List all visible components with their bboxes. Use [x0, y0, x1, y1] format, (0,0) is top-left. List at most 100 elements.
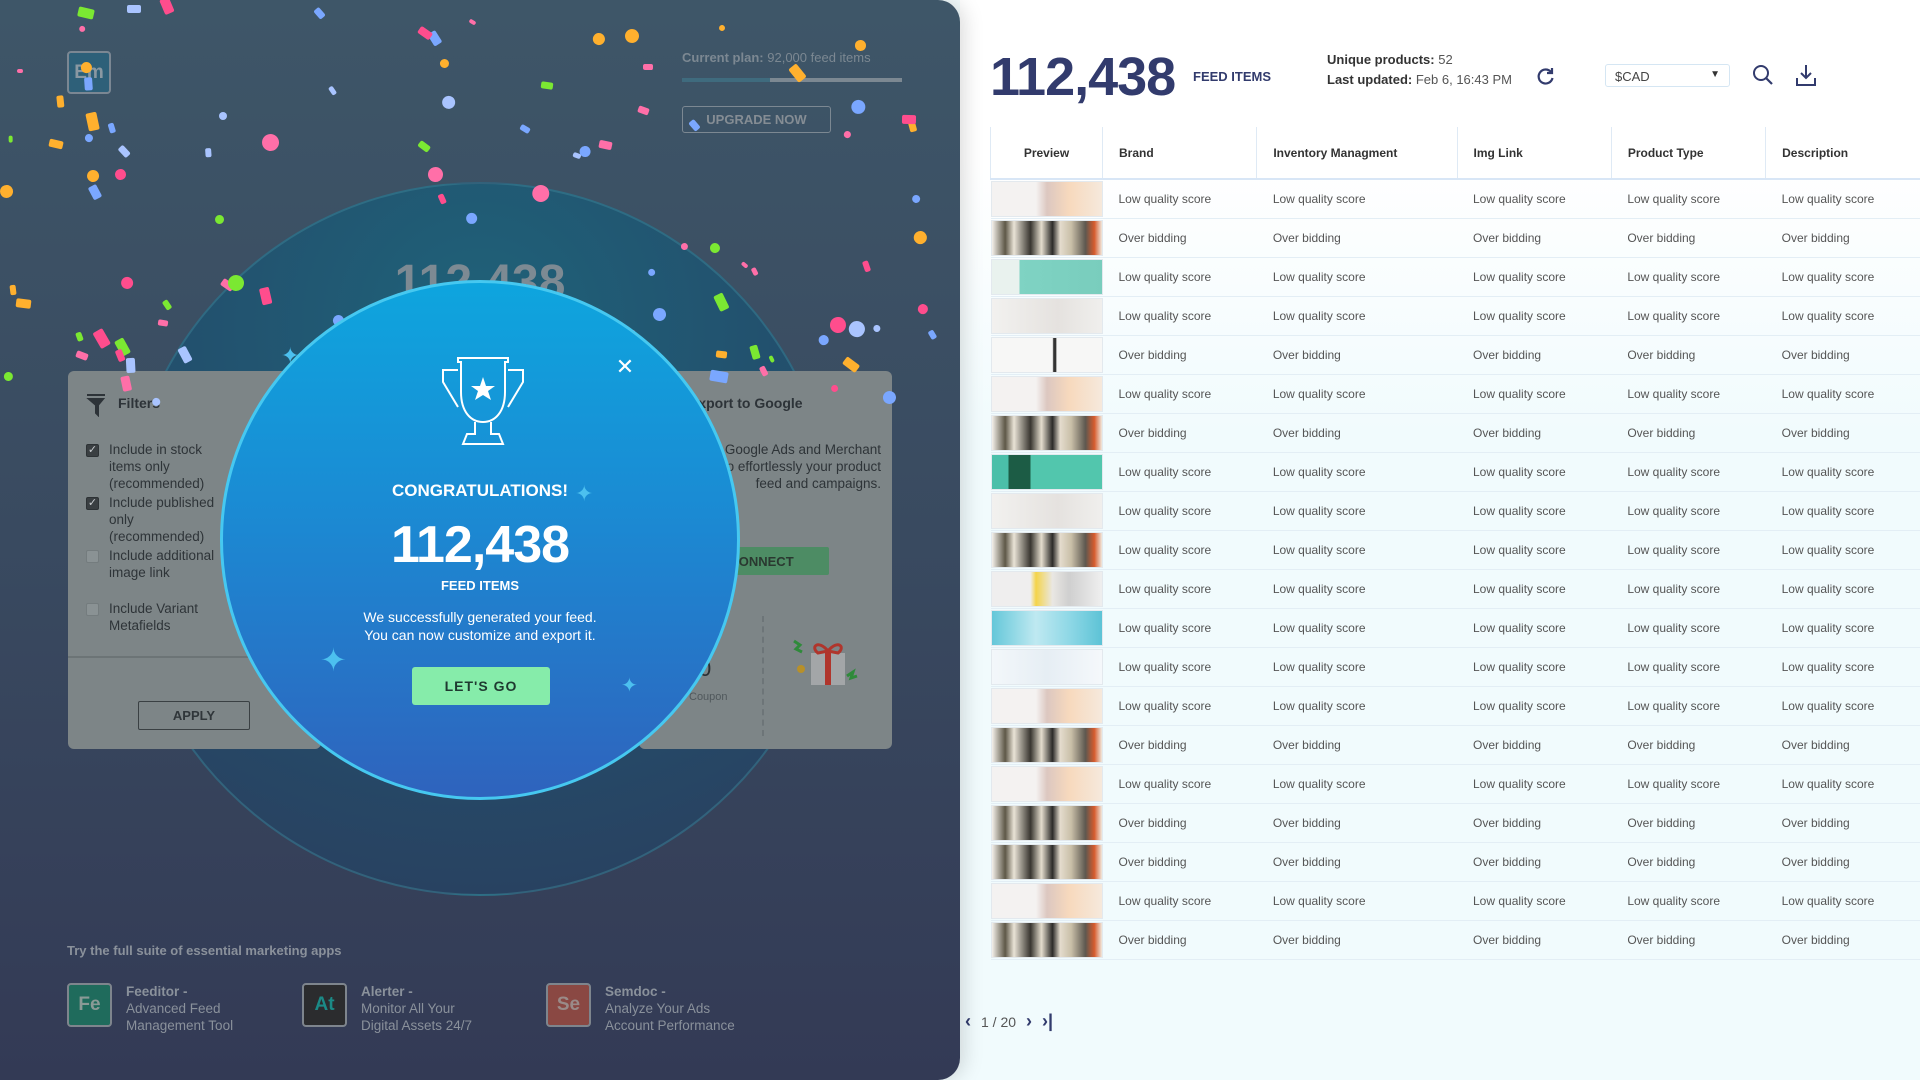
table-cell: Low quality score	[1256, 257, 1457, 297]
table-cell: Over bidding	[1256, 218, 1457, 258]
unique-products-value: 52	[1438, 52, 1453, 67]
preview-cell	[990, 218, 1103, 258]
table-cell: Low quality score	[1457, 374, 1612, 414]
column-header[interactable]: Inventory Managment	[1256, 127, 1457, 180]
prev-page-icon[interactable]: ‹	[965, 1011, 971, 1031]
table-row[interactable]: Over bidding Over bidding Over bidding Over…	[990, 920, 1920, 960]
product-thumbnail	[990, 922, 1103, 958]
table-row[interactable]: Low quality score Low quality score Low qu…	[990, 530, 1920, 570]
table-row[interactable]: Over bidding Over bidding Over bidding Over…	[990, 413, 1920, 453]
table-cell: Low quality score	[1102, 764, 1257, 804]
column-header[interactable]: Img Link	[1456, 127, 1612, 180]
table-row[interactable]: Over bidding Over bidding Over bidding Over…	[990, 842, 1920, 882]
product-thumbnail	[990, 883, 1103, 919]
table-row[interactable]: Low quality score Low quality score Low qu…	[990, 647, 1920, 687]
confetti-piece	[579, 145, 591, 158]
refresh-icon[interactable]	[1536, 66, 1556, 86]
confetti-piece	[3, 371, 13, 382]
table-cell: Low quality score	[1102, 374, 1257, 414]
table-cell: Low quality score	[1256, 608, 1457, 648]
last-page-icon[interactable]: ›|	[1042, 1011, 1054, 1031]
table-cell: Low quality score	[1611, 452, 1766, 492]
confetti-piece	[127, 4, 141, 14]
table-cell: Over bidding	[1611, 920, 1766, 960]
table-cell: Over bidding	[1611, 413, 1766, 453]
table-cell: Over bidding	[1102, 842, 1257, 882]
download-icon[interactable]	[1795, 63, 1817, 87]
filter-option[interactable]: Include additional image link	[86, 547, 219, 581]
currency-value: $CAD	[1615, 69, 1650, 84]
column-header[interactable]: Preview	[990, 127, 1103, 180]
column-header[interactable]: Description	[1765, 127, 1920, 180]
sparkle-icon: ✦	[320, 642, 347, 678]
table-row[interactable]: Over bidding Over bidding Over bidding Over…	[990, 335, 1920, 375]
app-desc: Advanced Feed	[126, 1001, 221, 1016]
suite-app[interactable]: At Alerter - Monitor All Your Digital Asset…	[302, 983, 472, 1034]
table-cell: Over bidding	[1102, 725, 1257, 765]
table-row[interactable]: Over bidding Over bidding Over bidding Over…	[990, 803, 1920, 843]
app-desc: Analyze Your Ads	[605, 1001, 711, 1016]
table-row[interactable]: Low quality score Low quality score Low qu…	[990, 764, 1920, 804]
table-cell: Low quality score	[1611, 491, 1766, 531]
confetti-piece	[77, 24, 87, 34]
confetti-piece	[637, 104, 651, 116]
search-icon[interactable]	[1752, 64, 1774, 86]
preview-cell	[990, 686, 1103, 726]
suite-app[interactable]: Se Semdoc - Analyze Your Ads Account Perfor…	[546, 983, 735, 1034]
table-cell: Over bidding	[1457, 803, 1612, 843]
column-header[interactable]: Product Type	[1610, 127, 1766, 180]
filter-option[interactable]: Include Variant Metafields	[86, 600, 219, 634]
lets-go-button[interactable]: LET'S GO	[412, 667, 550, 705]
table-cell: Over bidding	[1611, 803, 1766, 843]
confetti-piece	[15, 297, 32, 309]
table-row[interactable]: Low quality score Low quality score Low qu…	[990, 296, 1920, 336]
confetti-piece	[118, 274, 136, 292]
table-row[interactable]: Low quality score Low quality score Low qu…	[990, 179, 1920, 219]
table-cell: Low quality score	[1457, 881, 1612, 921]
filter-option[interactable]: ✓ Include published only (recommended)	[86, 494, 219, 545]
app-desc: Account Performance	[605, 1018, 735, 1033]
table-cell: Low quality score	[1256, 764, 1457, 804]
checkbox[interactable]: ✓	[86, 444, 99, 457]
apply-button[interactable]: APPLY	[138, 701, 250, 730]
suite-app[interactable]: Fe Feeditor - Advanced Feed Management Tool	[67, 983, 233, 1034]
table-cell: Low quality score	[1102, 296, 1257, 336]
table-row[interactable]: Over bidding Over bidding Over bidding Over…	[990, 725, 1920, 765]
table-row[interactable]: Low quality score Low quality score Low qu…	[990, 686, 1920, 726]
table-cell: Low quality score	[1256, 569, 1457, 609]
table-row[interactable]: Low quality score Low quality score Low qu…	[990, 257, 1920, 297]
confetti-piece	[901, 115, 917, 125]
table-row[interactable]: Low quality score Low quality score Low qu…	[990, 608, 1920, 648]
column-header[interactable]: Brand	[1101, 127, 1257, 180]
confetti-piece	[17, 69, 24, 74]
checkbox[interactable]	[86, 603, 99, 616]
confetti-piece	[845, 318, 868, 340]
preview-cell	[990, 335, 1103, 375]
table-row[interactable]: Low quality score Low quality score Low qu…	[990, 881, 1920, 921]
table-row[interactable]: Low quality score Low quality score Low qu…	[990, 374, 1920, 414]
preview-cell	[990, 296, 1103, 336]
confetti-piece	[623, 27, 641, 45]
table-row[interactable]: Low quality score Low quality score Low qu…	[990, 491, 1920, 531]
currency-select[interactable]: $CAD ▼	[1605, 64, 1730, 87]
table-row[interactable]: Over bidding Over bidding Over bidding Over…	[990, 218, 1920, 258]
close-icon[interactable]: ✕	[615, 354, 635, 379]
checkbox[interactable]: ✓	[86, 497, 99, 510]
table-row[interactable]: Low quality score Low quality score Low qu…	[990, 569, 1920, 609]
table-cell: Over bidding	[1256, 413, 1457, 453]
filter-option[interactable]: ✓ Include in stock items only (recommende…	[86, 441, 219, 492]
gift-icon	[793, 639, 858, 685]
upgrade-button[interactable]: UPGRADE NOW	[682, 106, 831, 133]
table-cell: Low quality score	[1457, 257, 1612, 297]
table-cell: Low quality score	[1102, 686, 1257, 726]
table-cell: Over bidding	[1102, 920, 1257, 960]
table-cell: Low quality score	[1765, 179, 1920, 219]
product-thumbnail	[990, 493, 1103, 529]
table-cell: Low quality score	[1611, 530, 1766, 570]
table-row[interactable]: Low quality score Low quality score Low qu…	[990, 452, 1920, 492]
table-cell: Low quality score	[1611, 179, 1766, 219]
table-cell: Low quality score	[1765, 491, 1920, 531]
next-page-icon[interactable]: ›	[1026, 1011, 1033, 1031]
table-cell: Low quality score	[1256, 452, 1457, 492]
checkbox[interactable]	[86, 550, 99, 563]
